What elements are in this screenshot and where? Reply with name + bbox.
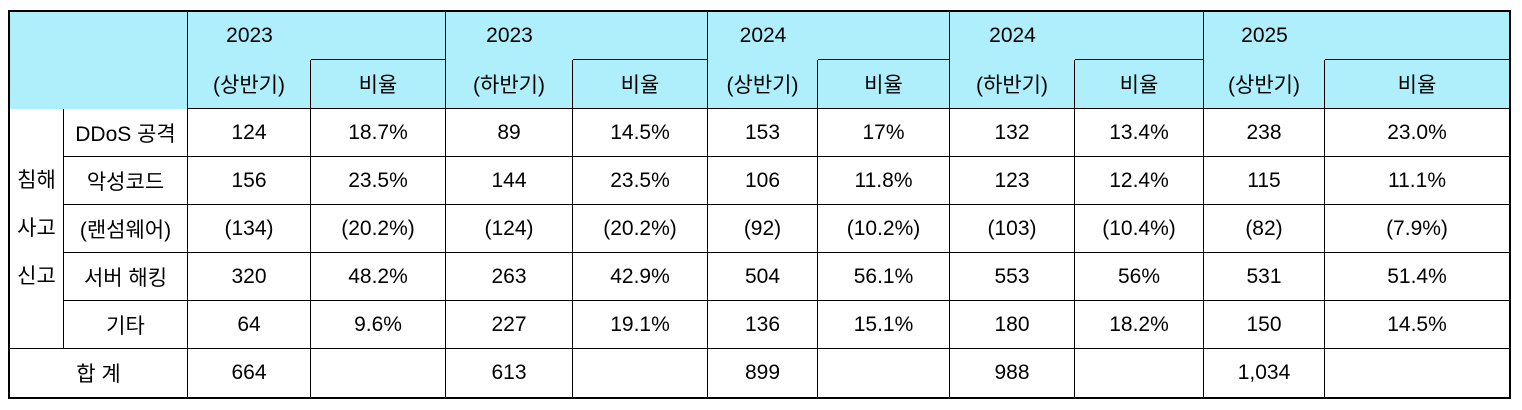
cell: 11.1% <box>1325 157 1509 205</box>
row-label-ransomware: (랜섬웨어) <box>64 205 188 253</box>
cell: 15.1% <box>818 301 950 349</box>
cell: 180 <box>950 301 1075 349</box>
cell: 64 <box>188 301 311 349</box>
cell: 56% <box>1075 253 1204 301</box>
row-label-server-hacking: 서버 해킹 <box>64 253 188 301</box>
total-cell: 988 <box>950 349 1075 397</box>
cell: (92) <box>708 205 818 253</box>
total-cell: 664 <box>188 349 311 397</box>
cell: 9.6% <box>311 301 446 349</box>
cell: 124 <box>188 109 311 157</box>
cell: (103) <box>950 205 1075 253</box>
total-cell <box>1325 349 1509 397</box>
header-year-2024b: 2024 <box>950 12 1075 60</box>
header-year-2024a: 2024 <box>708 12 818 60</box>
cell: 23.0% <box>1325 109 1509 157</box>
header-half-2023a: (상반기) <box>188 60 311 109</box>
header-filler-2024a <box>818 12 950 60</box>
row-group-label-line: 사고 <box>17 216 56 240</box>
header-half-2023b: (하반기) <box>446 60 573 109</box>
total-cell: 1,034 <box>1204 349 1325 397</box>
cell: (124) <box>446 205 573 253</box>
cell: 136 <box>708 301 818 349</box>
cell: (20.2%) <box>311 205 446 253</box>
cell: 227 <box>446 301 573 349</box>
incident-report-table: 2023 (상반기) 비율 2023 (하반기) 비율 2024 (상반기) 비… <box>8 10 1511 399</box>
cell: 238 <box>1204 109 1325 157</box>
total-cell: 613 <box>446 349 573 397</box>
cell: 18.2% <box>1075 301 1204 349</box>
total-row-label: 합 계 <box>10 349 188 397</box>
cell: (10.2%) <box>818 205 950 253</box>
cell: 132 <box>950 109 1075 157</box>
cell: 18.7% <box>311 109 446 157</box>
cell: 42.9% <box>573 253 708 301</box>
cell: 123 <box>950 157 1075 205</box>
cell: 106 <box>708 157 818 205</box>
cell: (7.9%) <box>1325 205 1509 253</box>
row-label-malware: 악성코드 <box>64 157 188 205</box>
cell: 504 <box>708 253 818 301</box>
cell: 23.5% <box>573 157 708 205</box>
header-filler-2025a <box>1325 12 1509 60</box>
cell: 150 <box>1204 301 1325 349</box>
total-cell <box>1075 349 1204 397</box>
cell: 156 <box>188 157 311 205</box>
header-ratio-2024a: 비율 <box>818 60 950 109</box>
header-corner-cell <box>10 12 188 109</box>
cell: 14.5% <box>1325 301 1509 349</box>
cell: 553 <box>950 253 1075 301</box>
row-label-ddos: DDoS 공격 <box>64 109 188 157</box>
header-half-2024a: (상반기) <box>708 60 818 109</box>
total-cell <box>311 349 446 397</box>
row-group-label-line: 침해 <box>17 168 56 192</box>
cell: 51.4% <box>1325 253 1509 301</box>
total-cell: 899 <box>708 349 818 397</box>
cell: 12.4% <box>1075 157 1204 205</box>
cell: 17% <box>818 109 950 157</box>
cell: 531 <box>1204 253 1325 301</box>
cell: 48.2% <box>311 253 446 301</box>
header-filler-2023a <box>311 12 446 60</box>
header-ratio-2023b: 비율 <box>573 60 708 109</box>
cell: (82) <box>1204 205 1325 253</box>
header-year-2025a: 2025 <box>1204 12 1325 60</box>
cell: 320 <box>188 253 311 301</box>
cell: 23.5% <box>311 157 446 205</box>
header-ratio-2025a: 비율 <box>1325 60 1509 109</box>
cell: 11.8% <box>818 157 950 205</box>
total-cell <box>818 349 950 397</box>
header-year-2023a: 2023 <box>188 12 311 60</box>
header-filler-2023b <box>573 12 708 60</box>
cell: 14.5% <box>573 109 708 157</box>
cell: (20.2%) <box>573 205 708 253</box>
header-year-2023b: 2023 <box>446 12 573 60</box>
cell: (134) <box>188 205 311 253</box>
cell: (10.4%) <box>1075 205 1204 253</box>
cell: 13.4% <box>1075 109 1204 157</box>
header-ratio-2023a: 비율 <box>311 60 446 109</box>
row-label-etc: 기타 <box>64 301 188 349</box>
row-group-label: 침해 사고 신고 <box>10 109 64 349</box>
cell: 56.1% <box>818 253 950 301</box>
header-half-2025a: (상반기) <box>1204 60 1325 109</box>
cell: 153 <box>708 109 818 157</box>
total-cell <box>573 349 708 397</box>
header-half-2024b: (하반기) <box>950 60 1075 109</box>
cell: 89 <box>446 109 573 157</box>
row-group-label-line: 신고 <box>17 264 56 288</box>
header-ratio-2024b: 비율 <box>1075 60 1204 109</box>
cell: 19.1% <box>573 301 708 349</box>
cell: 115 <box>1204 157 1325 205</box>
header-filler-2024b <box>1075 12 1204 60</box>
cell: 144 <box>446 157 573 205</box>
cell: 263 <box>446 253 573 301</box>
